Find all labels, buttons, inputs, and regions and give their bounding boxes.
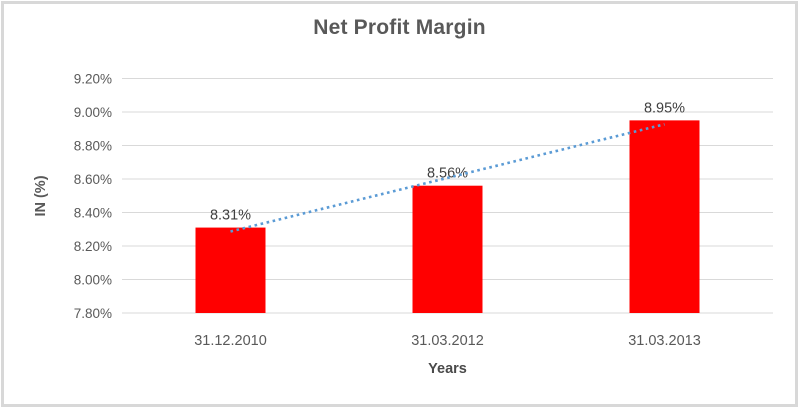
x-tick-label-1: 31.03.2012 <box>411 333 484 349</box>
y-axis-title: IN (%) <box>33 175 49 217</box>
x-axis-title: Years <box>428 361 467 377</box>
bar-1 <box>412 185 483 313</box>
y-tick-label: 8.20% <box>74 239 112 254</box>
y-tick-label: 7.80% <box>74 306 112 321</box>
y-tick-label: 8.40% <box>74 206 112 221</box>
chart-title: Net Profit Margin <box>313 16 486 39</box>
data-label-1: 8.56% <box>427 166 468 182</box>
y-tick-label: 8.60% <box>74 172 112 187</box>
bar-2 <box>629 120 700 313</box>
y-tick-label: 8.00% <box>74 273 112 288</box>
x-tick-label-0: 31.12.2010 <box>194 333 267 349</box>
y-tick-label: 9.00% <box>74 105 112 120</box>
data-label-2: 8.95% <box>644 100 685 116</box>
y-tick-label: 8.80% <box>74 139 112 154</box>
bar-0 <box>195 227 266 313</box>
x-tick-label-2: 31.03.2013 <box>628 333 701 349</box>
data-label-0: 8.31% <box>210 208 251 224</box>
trendline <box>230 123 665 233</box>
y-tick-label: 9.20% <box>74 72 112 87</box>
